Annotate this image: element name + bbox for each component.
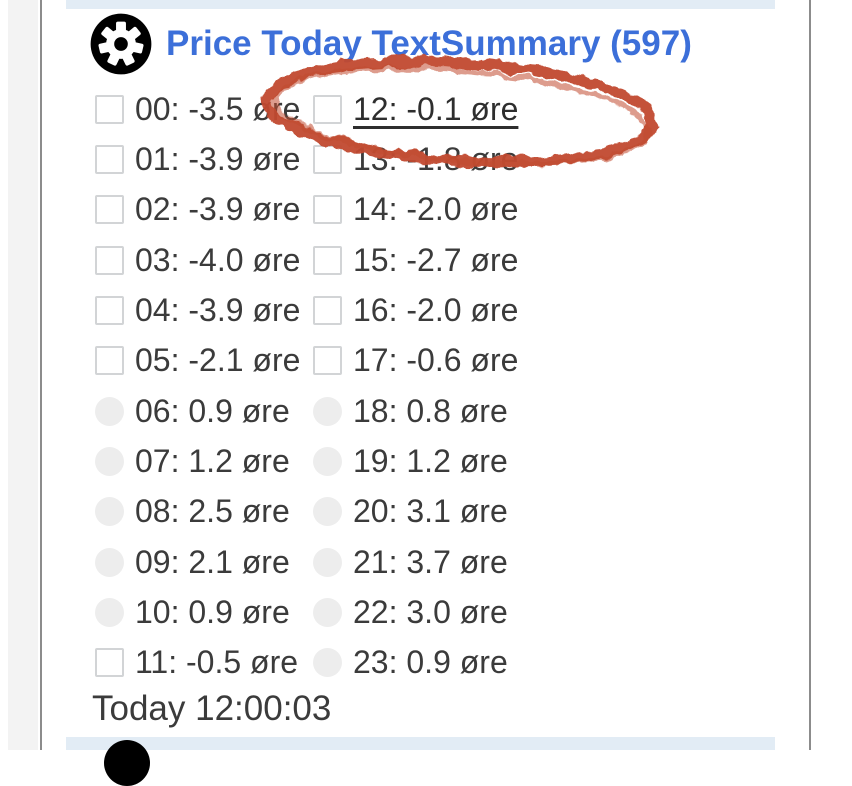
price-row-01: 01: -3.9 øre bbox=[95, 134, 300, 184]
price-summary-page: Price Today TextSummary (597) 00: -3.5 ø… bbox=[8, 0, 811, 786]
price-row-16: 16: -2.0 øre bbox=[313, 285, 518, 335]
price-row-18: 18: 0.8 øre bbox=[313, 386, 518, 436]
section-title-link[interactable]: Price Today TextSummary (597) bbox=[166, 24, 692, 63]
next-section-band bbox=[66, 737, 775, 750]
price-column-right: 12: -0.1 øre 13: -1.8 øre 14: -2.0 øre 15: … bbox=[313, 84, 518, 688]
hour-checkbox-02[interactable] bbox=[95, 195, 124, 225]
hour-circle-18[interactable] bbox=[313, 396, 342, 426]
hour-checkbox-14[interactable] bbox=[313, 195, 342, 225]
hour-price-label-16: 16: -2.0 øre bbox=[353, 292, 519, 329]
hour-checkbox-11[interactable] bbox=[95, 648, 124, 678]
price-row-04: 04: -3.9 øre bbox=[95, 285, 300, 335]
hour-circle-09[interactable] bbox=[95, 547, 124, 577]
next-section-gear-icon[interactable] bbox=[104, 740, 150, 786]
hour-circle-21[interactable] bbox=[313, 547, 342, 577]
panel-border-right bbox=[809, 0, 811, 750]
hour-checkbox-04[interactable] bbox=[95, 296, 124, 326]
hour-price-label-00: 00: -3.5 øre bbox=[135, 90, 301, 127]
gear-icon[interactable] bbox=[90, 13, 152, 75]
hour-price-label-15: 15: -2.7 øre bbox=[353, 241, 519, 278]
hour-price-label-07: 07: 1.2 øre bbox=[135, 443, 290, 480]
hour-circle-22[interactable] bbox=[313, 598, 342, 628]
hour-price-label-03: 03: -4.0 øre bbox=[135, 241, 301, 278]
hour-circle-07[interactable] bbox=[95, 447, 124, 477]
hour-price-label-05: 05: -2.1 øre bbox=[135, 342, 301, 379]
hour-circle-10[interactable] bbox=[95, 598, 124, 628]
hour-price-label-01: 01: -3.9 øre bbox=[135, 141, 301, 178]
hour-price-label-23: 23: 0.9 øre bbox=[353, 644, 508, 681]
left-gutter bbox=[8, 0, 38, 750]
timestamp-text: Today 12:00:03 bbox=[92, 689, 332, 728]
hour-circle-19[interactable] bbox=[313, 447, 342, 477]
price-row-23: 23: 0.9 øre bbox=[313, 638, 518, 688]
hour-price-label-10: 10: 0.9 øre bbox=[135, 594, 290, 631]
price-column-left: 00: -3.5 øre 01: -3.9 øre 02: -3.9 øre 03: … bbox=[95, 84, 300, 688]
hour-price-label-18: 18: 0.8 øre bbox=[353, 392, 508, 429]
price-row-09: 09: 2.1 øre bbox=[95, 537, 300, 587]
hour-checkbox-00[interactable] bbox=[95, 94, 124, 124]
price-row-06: 06: 0.9 øre bbox=[95, 386, 300, 436]
price-row-22: 22: 3.0 øre bbox=[313, 587, 518, 637]
hour-circle-08[interactable] bbox=[95, 497, 124, 527]
price-row-03: 03: -4.0 øre bbox=[95, 235, 300, 285]
hour-checkbox-12[interactable] bbox=[313, 94, 342, 124]
hour-price-label-11: 11: -0.5 øre bbox=[135, 644, 299, 681]
hour-circle-20[interactable] bbox=[313, 497, 342, 527]
hour-price-label-04: 04: -3.9 øre bbox=[135, 292, 301, 329]
hour-price-label-21: 21: 3.7 øre bbox=[353, 543, 508, 580]
price-row-05: 05: -2.1 øre bbox=[95, 336, 300, 386]
hour-price-label-13: 13: -1.8 øre bbox=[353, 141, 519, 178]
hour-price-label-19: 19: 1.2 øre bbox=[353, 443, 508, 480]
hour-checkbox-01[interactable] bbox=[95, 145, 124, 175]
price-row-17: 17: -0.6 øre bbox=[313, 336, 518, 386]
price-row-12: 12: -0.1 øre bbox=[313, 84, 518, 134]
hour-price-label-09: 09: 2.1 øre bbox=[135, 543, 290, 580]
price-row-07: 07: 1.2 øre bbox=[95, 436, 300, 486]
price-row-15: 15: -2.7 øre bbox=[313, 235, 518, 285]
hour-price-label-02: 02: -3.9 øre bbox=[135, 191, 301, 228]
price-row-08: 08: 2.5 øre bbox=[95, 487, 300, 537]
hour-price-label-22: 22: 3.0 øre bbox=[353, 594, 508, 631]
hour-price-label-08: 08: 2.5 øre bbox=[135, 493, 290, 530]
hour-price-label-20: 20: 3.1 øre bbox=[353, 493, 508, 530]
price-row-19: 19: 1.2 øre bbox=[313, 436, 518, 486]
price-row-00: 00: -3.5 øre bbox=[95, 84, 300, 134]
hour-checkbox-13[interactable] bbox=[313, 145, 342, 175]
hour-checkbox-16[interactable] bbox=[313, 296, 342, 326]
price-row-21: 21: 3.7 øre bbox=[313, 537, 518, 587]
price-row-13: 13: -1.8 øre bbox=[313, 134, 518, 184]
hour-price-label-17: 17: -0.6 øre bbox=[353, 342, 519, 379]
hour-checkbox-15[interactable] bbox=[313, 245, 342, 275]
price-row-14: 14: -2.0 øre bbox=[313, 185, 518, 235]
hour-checkbox-05[interactable] bbox=[95, 346, 124, 376]
hour-price-label-14: 14: -2.0 øre bbox=[353, 191, 519, 228]
hour-circle-06[interactable] bbox=[95, 396, 124, 426]
hour-checkbox-03[interactable] bbox=[95, 245, 124, 275]
panel-border-left bbox=[40, 0, 42, 750]
price-row-10: 10: 0.9 øre bbox=[95, 587, 300, 637]
hour-circle-23[interactable] bbox=[313, 648, 342, 678]
hour-price-label-12[interactable]: 12: -0.1 øre bbox=[353, 90, 519, 127]
previous-section-band bbox=[66, 0, 775, 9]
price-row-20: 20: 3.1 øre bbox=[313, 487, 518, 537]
hour-price-label-06: 06: 0.9 øre bbox=[135, 392, 290, 429]
hour-checkbox-17[interactable] bbox=[313, 346, 342, 376]
price-row-11: 11: -0.5 øre bbox=[95, 638, 300, 688]
price-row-02: 02: -3.9 øre bbox=[95, 185, 300, 235]
